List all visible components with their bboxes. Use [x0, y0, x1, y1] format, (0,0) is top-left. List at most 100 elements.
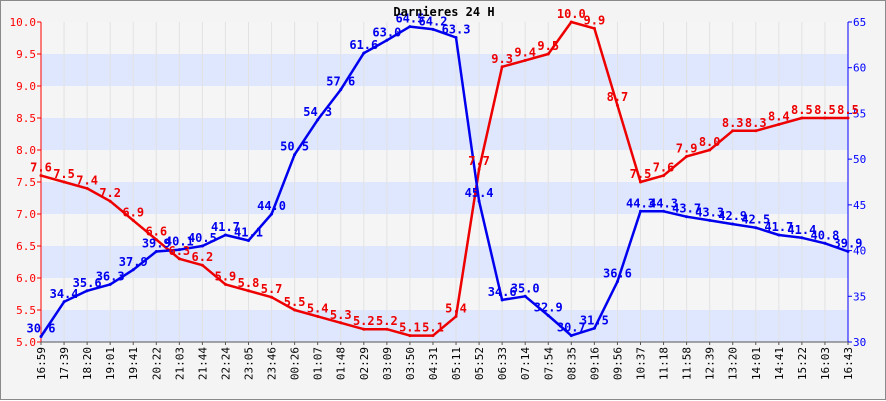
x-axis: 16:59 17:39 18:20 19:01 19:41 20:22 21:03 21:44… [35, 341, 855, 380]
blue-data-label: 41.7 [211, 220, 240, 234]
x-tick-label: 05:11 [450, 347, 463, 380]
red-data-label: 6.6 [145, 225, 167, 239]
blue-data-point [362, 51, 366, 55]
red-data-label: 7.6 [30, 161, 52, 175]
blue-data-label: 41.4 [787, 223, 816, 237]
red-data-point [200, 263, 204, 267]
right-tick-label: 30 [853, 336, 866, 349]
red-data-label: 7.5 [630, 167, 652, 181]
blue-data-point [454, 36, 458, 40]
right-tick-label: 60 [853, 62, 866, 75]
blue-data-point [615, 280, 619, 284]
series-lines [39, 20, 850, 339]
background-band [41, 54, 848, 86]
blue-data-point [800, 236, 804, 240]
blue-data-label: 63.0 [372, 25, 401, 39]
red-data-point [823, 116, 827, 120]
red-data-point [477, 167, 481, 171]
red-data-label: 9.5 [537, 39, 559, 53]
x-tick-label: 20:22 [150, 347, 163, 380]
blue-data-point [131, 268, 135, 272]
blue-data-point [247, 239, 251, 243]
right-tick-label: 40 [853, 245, 866, 258]
background-band [41, 22, 848, 54]
left-tick-label: 8.0 [16, 144, 36, 157]
red-data-label: 5.1 [422, 321, 444, 335]
red-data-label: 9.4 [514, 45, 536, 59]
blue-data-point [154, 249, 158, 253]
x-tick-label: 03:09 [381, 347, 394, 380]
red-data-label: 8.5 [791, 103, 813, 117]
blue-data-point [638, 209, 642, 213]
blue-data-point [223, 233, 227, 237]
x-tick-label: 00:26 [289, 347, 302, 380]
x-tick-label: 13:20 [727, 347, 740, 380]
blue-data-point [431, 27, 435, 31]
blue-data-label: 64.2 [419, 14, 448, 28]
red-data-point [39, 174, 43, 178]
red-data-label: 5.7 [261, 282, 283, 296]
red-data-point [777, 122, 781, 126]
blue-data-label: 54.3 [303, 105, 332, 119]
blue-data-label: 36.3 [96, 269, 125, 283]
red-data-point [546, 52, 550, 56]
left-tick-label: 5.0 [16, 336, 36, 349]
blue-data-label: 39.9 [834, 236, 863, 250]
red-data-point [615, 103, 619, 107]
red-data-label: 8.5 [837, 103, 859, 117]
red-data-label: 8.5 [814, 103, 836, 117]
blue-data-point [823, 241, 827, 245]
blue-data-label: 43.7 [672, 202, 701, 216]
blue-data-label: 64.5 [395, 12, 424, 26]
blue-data-label: 50.5 [280, 140, 309, 154]
red-data-label: 5.2 [376, 314, 398, 328]
blue-data-label: 40.1 [165, 235, 194, 249]
right-axis: 30 35 40 45 50 55 60 65 [847, 16, 866, 349]
background-band [41, 246, 848, 278]
red-data-label: 7.7 [468, 154, 490, 168]
blue-data-point [708, 218, 712, 222]
red-data-label: 7.4 [76, 173, 98, 187]
red-data-point [800, 116, 804, 120]
x-tick-label: 07:14 [519, 347, 532, 380]
left-tick-label: 8.5 [16, 112, 36, 125]
red-data-point [454, 314, 458, 318]
red-data-label: 8.7 [607, 90, 629, 104]
x-tick-label: 06:33 [496, 347, 509, 380]
red-data-point [85, 186, 89, 190]
red-data-label: 10.0 [557, 7, 586, 21]
x-tick-label: 16:03 [819, 347, 832, 380]
red-data-label: 9.9 [584, 13, 606, 27]
red-data-point [569, 20, 573, 24]
x-tick-label: 15:22 [796, 347, 809, 380]
red-data-label: 5.9 [215, 269, 237, 283]
red-data-label: 7.9 [676, 141, 698, 155]
red-data-label: 5.8 [238, 276, 260, 290]
x-tick-label: 05:52 [473, 347, 486, 380]
background-band [41, 150, 848, 182]
red-data-point [154, 238, 158, 242]
x-tick-label: 02:29 [358, 347, 371, 380]
x-tick-label: 11:18 [658, 347, 671, 380]
background-band [41, 214, 848, 246]
red-data-point [523, 58, 527, 62]
background-band [41, 182, 848, 214]
x-tick-label: 04:31 [427, 347, 440, 380]
chart-title: Darnieres 24 H [393, 5, 494, 19]
blue-data-label: 36.6 [603, 267, 632, 281]
blue-data-label: 45.4 [465, 186, 494, 200]
blue-data-label: 35.0 [511, 281, 540, 295]
x-tick-label: 09:16 [588, 347, 601, 380]
blue-data-label: 44.3 [649, 196, 678, 210]
blue-data-point [846, 249, 850, 253]
left-tick-label: 5.5 [16, 304, 36, 317]
blue-data-point [546, 313, 550, 317]
left-tick-label: 6.0 [16, 272, 36, 285]
blue-data-point [339, 88, 343, 92]
x-tick-label: 21:03 [173, 347, 186, 380]
red-data-label: 5.4 [307, 301, 329, 315]
x-tick-label: 01:48 [335, 347, 348, 380]
red-data-label: 5.5 [284, 295, 306, 309]
left-tick-label: 7.5 [16, 176, 36, 189]
red-data-point [592, 26, 596, 30]
